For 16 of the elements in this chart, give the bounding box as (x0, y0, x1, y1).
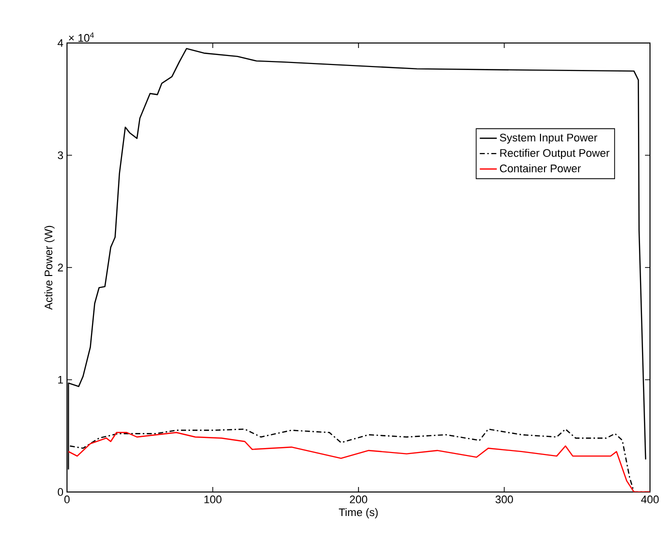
y-tick-label: 0 (58, 488, 64, 496)
legend-label: Rectifier Output Power (500, 148, 610, 160)
x-tick-label: 400 (641, 496, 659, 504)
y-tick-label: 3 (58, 151, 63, 160)
x-tick-label: 300 (496, 496, 513, 504)
y-tick-label: 4 (58, 39, 64, 47)
y-axis-title: Active Power (W) (44, 226, 55, 310)
x-axis-title: Time (s) (338, 508, 378, 518)
x-tick-label: 100 (204, 496, 222, 504)
y-tick-label: 1 (58, 376, 63, 384)
legend-label: System Input Power (500, 134, 598, 144)
x-tick-label: 200 (350, 496, 368, 504)
text: × 10$^{4}$ (68, 32, 94, 42)
legend-label: Container Power (500, 164, 581, 172)
y-tick-label: 2 (58, 264, 63, 272)
x-tick-label: 0 (64, 496, 70, 504)
